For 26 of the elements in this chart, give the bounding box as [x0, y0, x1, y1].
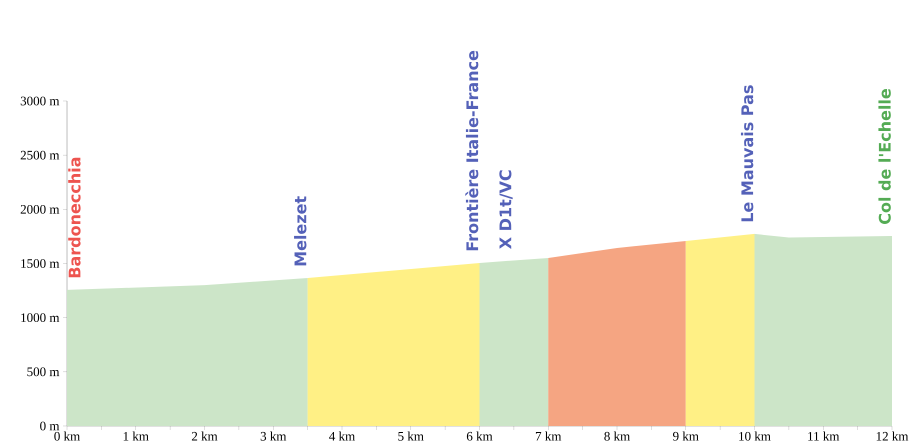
x-tick-label: 12 km [876, 432, 908, 441]
y-tick-label: 3000 m [20, 96, 60, 106]
y-tick-label: 2000 m [20, 204, 60, 214]
y-tick-label: 0 m [40, 422, 60, 430]
annotation: X D1t/VC [499, 170, 513, 249]
x-tick-label: 3 km [260, 432, 286, 441]
x-tick-label: 5 km [398, 432, 424, 441]
x-tick-label: 9 km [673, 432, 699, 441]
x-tick-label: 2 km [192, 432, 218, 441]
x-tick-label: 4 km [329, 432, 355, 441]
x-tick-label: 11 km [808, 432, 840, 441]
x-tick-label: 0 km [54, 432, 80, 441]
x-tick-label: 1 km [124, 432, 149, 441]
annotation: Melezet [294, 196, 306, 266]
annotation: Frontière Italie-France [465, 50, 478, 250]
y-tick-label: 1000 m [21, 313, 60, 322]
y-tick-label: 1500 m [21, 259, 60, 268]
x-tick-label: 10 km [739, 432, 771, 441]
annotation: Col de l'Echelle [878, 89, 891, 224]
x-tick-label: 6 km [466, 432, 492, 441]
annotation: Le Mauvais Pas [740, 85, 754, 222]
y-tick-label: 500 m [27, 367, 60, 376]
x-tick-label: 8 km [604, 432, 630, 441]
x-tick-label: 7 km [536, 432, 562, 441]
y-tick-label: 2500 m [20, 150, 60, 160]
annotation: Bardonecchia [68, 158, 81, 278]
